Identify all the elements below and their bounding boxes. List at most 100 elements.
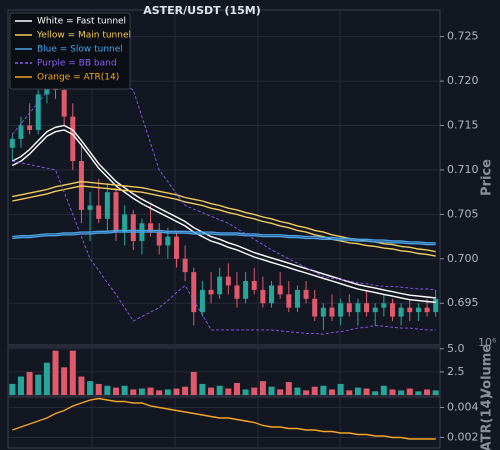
candle-body: [398, 307, 404, 317]
y-axis-label: ATR(14): [480, 394, 495, 450]
candle-body: [389, 303, 395, 317]
volume-bar: [242, 389, 249, 395]
candle-body: [269, 285, 275, 304]
candle-body: [415, 307, 421, 313]
volume-bar: [121, 385, 128, 395]
y-tick-label: 5.0: [447, 342, 465, 355]
candle-body: [156, 232, 162, 246]
volume-bar: [130, 389, 137, 395]
volume-bar: [337, 383, 344, 395]
legend-label: White = Fast tunnel: [37, 17, 126, 27]
candle-body: [338, 303, 344, 317]
candle-body: [424, 307, 430, 313]
candle-body: [165, 236, 171, 246]
legend-label: Blue = Slow tunnel: [37, 45, 123, 55]
volume-bar: [208, 387, 215, 395]
line-series: [12, 231, 436, 246]
volume-bar: [147, 387, 154, 395]
candle-body: [18, 125, 24, 139]
candle-body: [225, 276, 231, 286]
volume-bar: [52, 350, 59, 395]
y-tick-label: 0.002: [447, 431, 479, 444]
line-series: [12, 397, 436, 440]
volume-bar: [182, 386, 189, 395]
volume-bar: [43, 362, 50, 395]
volume-bar: [285, 382, 292, 395]
volume-bar: [259, 381, 266, 395]
y-tick-label: 2.5: [447, 365, 465, 378]
panel-frame: [7, 9, 441, 346]
volume-bar: [311, 386, 318, 395]
volume-bar: [354, 387, 361, 395]
candle-body: [243, 281, 249, 299]
line-series: [12, 229, 436, 244]
legend-label: Yellow = Main tunnel: [36, 31, 131, 41]
line-series: [12, 185, 436, 257]
volume-bar: [95, 383, 102, 395]
candle-body: [329, 307, 335, 317]
candle-body: [104, 192, 110, 219]
line-series: [12, 160, 436, 335]
volume-bar: [346, 390, 353, 395]
volume-bar: [199, 383, 206, 395]
panel-frame: [7, 396, 441, 449]
candle-body: [208, 289, 214, 295]
y-tick-label: 0.725: [447, 30, 479, 43]
candle-body: [355, 303, 361, 313]
volume-bar: [164, 389, 171, 395]
candle-body: [372, 307, 378, 313]
y-tick-label: 0.700: [447, 252, 479, 265]
chart-title: ASTER/USDT (15M): [143, 4, 261, 17]
volume-bar: [61, 367, 68, 395]
volume-bar: [190, 371, 197, 395]
volume-bar: [156, 390, 163, 395]
y-tick-label: 0.004: [447, 401, 479, 414]
volume-bar: [69, 350, 76, 395]
candle-body: [35, 94, 41, 130]
volume-bar: [277, 389, 284, 395]
candle-body: [148, 223, 154, 233]
offset-label: 10⁶: [478, 336, 497, 349]
candle-body: [87, 205, 93, 210]
volume-bar: [138, 388, 145, 395]
line-series: [11, 129, 436, 303]
volume-bar: [9, 383, 16, 395]
volume-bar: [294, 387, 301, 395]
volume-bar: [268, 386, 275, 395]
candle-body: [294, 289, 300, 308]
candle-body: [61, 89, 67, 117]
volume-bar: [389, 389, 396, 395]
volume-bar: [233, 383, 240, 395]
y-tick-label: 0.710: [447, 163, 479, 176]
candle-body: [364, 303, 370, 313]
legend-label: Orange = ATR(14): [37, 73, 119, 83]
candle-body: [130, 214, 136, 242]
volume-bar: [87, 381, 94, 395]
volume-bar: [173, 388, 180, 395]
legend-box: [9, 12, 131, 90]
candle-body: [277, 285, 283, 295]
volume-bar: [363, 388, 370, 395]
volume-bar: [78, 376, 85, 395]
y-axis-label: Volume: [480, 344, 495, 399]
volume-bar: [26, 371, 33, 395]
candle-body: [320, 307, 326, 317]
legend: White = Fast tunnel Yellow = Main tunnel B…: [9, 12, 131, 90]
candle-body: [433, 298, 439, 313]
candle-body: [286, 294, 292, 308]
volume-bar: [432, 390, 439, 395]
y-axis-label: Price: [480, 159, 495, 196]
candle-body: [122, 214, 128, 233]
candle-body: [303, 289, 309, 299]
y-tick-label: 0.720: [447, 74, 479, 87]
legend-label: Purple = BB band: [37, 59, 117, 69]
volume-bar: [17, 376, 24, 395]
candle-body: [113, 192, 119, 233]
candle-body: [191, 272, 197, 313]
volume-bar: [380, 385, 387, 395]
candle-body: [182, 258, 188, 273]
candle-body: [260, 289, 266, 304]
candle-body: [217, 276, 223, 295]
y-tick-label: 0.705: [447, 207, 479, 220]
